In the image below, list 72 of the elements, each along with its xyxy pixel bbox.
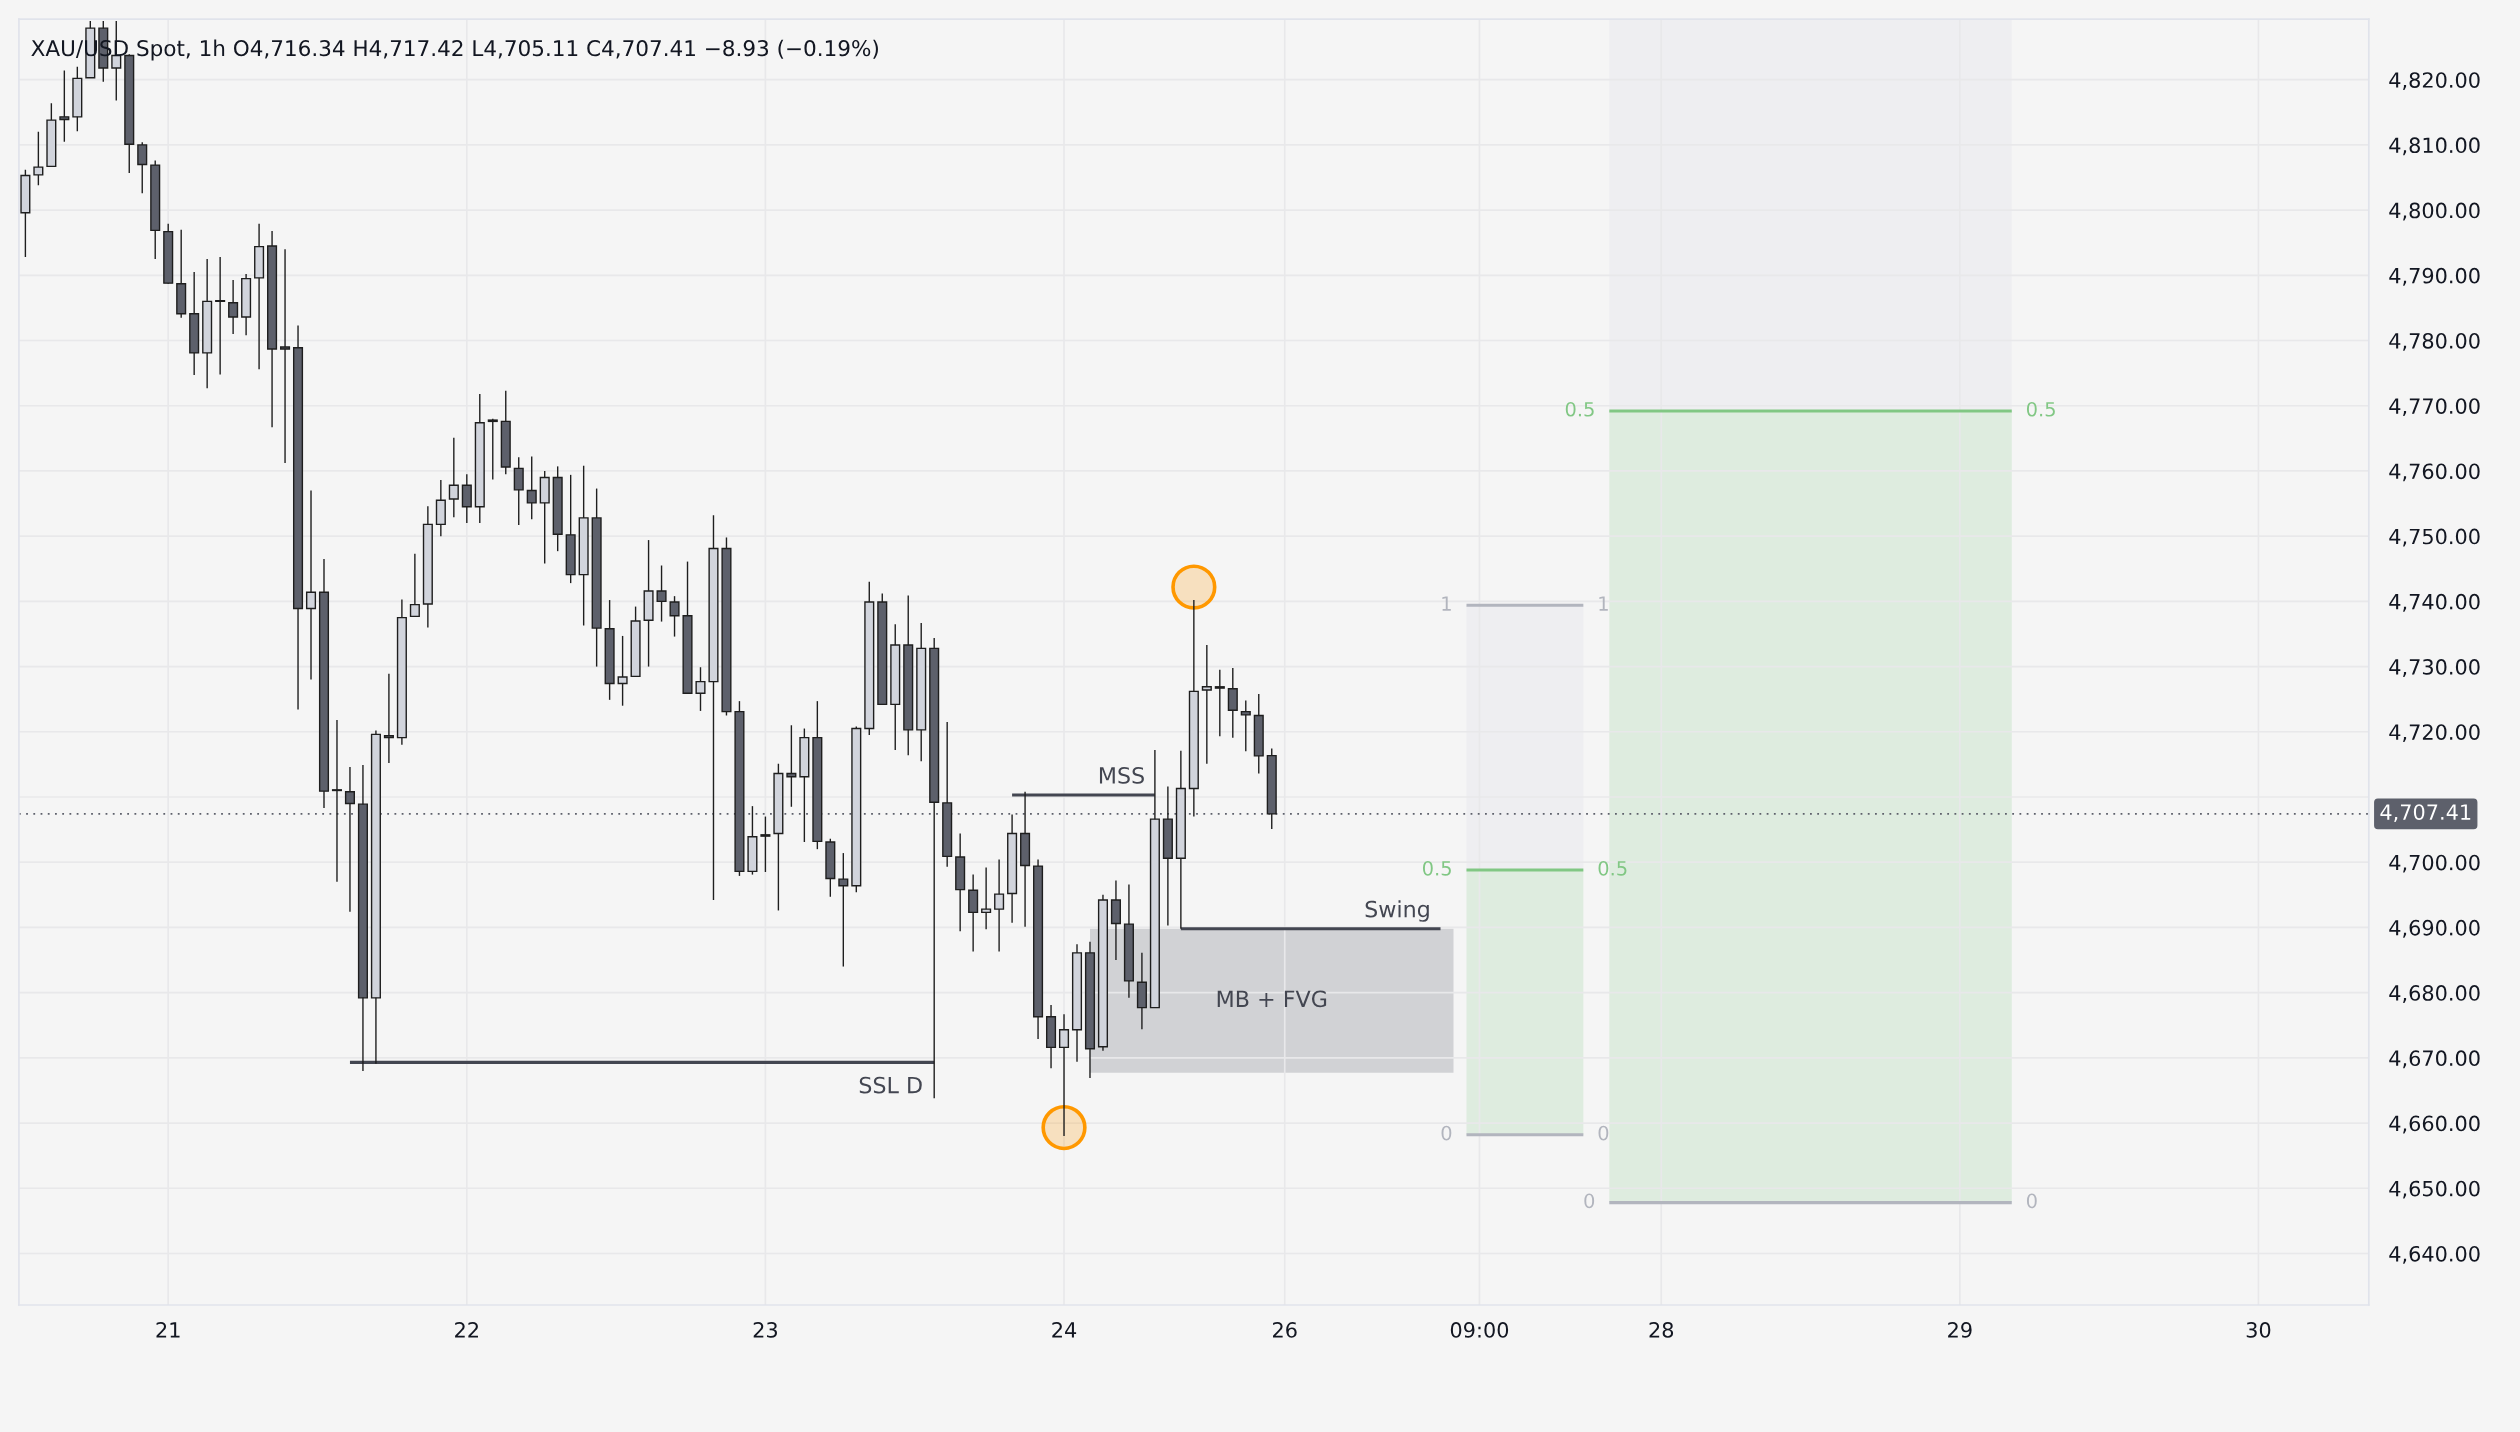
y-tick-label: 4,790.00 xyxy=(2389,267,2480,286)
y-tick-label: 4,820.00 xyxy=(2389,72,2480,91)
y-tick-label: 4,800.00 xyxy=(2389,202,2480,221)
y-tick-label: 4,680.00 xyxy=(2389,985,2480,1003)
series-label: 0.5 xyxy=(1598,860,1627,876)
series-label: 0.5 xyxy=(2026,401,2055,417)
candlestick xyxy=(331,719,343,883)
text: 0 xyxy=(1441,1125,1452,1141)
text: 1 xyxy=(1599,596,1608,611)
y-tick-label: 4,650.00 xyxy=(2389,1180,2480,1199)
series-label: SSL D xyxy=(859,1076,922,1094)
candlestick xyxy=(1110,879,1121,961)
x-tick-label: 26 xyxy=(1273,1322,1297,1338)
candlestick xyxy=(383,673,394,764)
candlestick xyxy=(305,489,317,681)
candlestick xyxy=(448,436,459,518)
candlestick xyxy=(461,473,472,524)
candlestick xyxy=(669,595,680,638)
x-tick-label: 22 xyxy=(455,1322,478,1338)
x-tick-label: 29 xyxy=(1948,1322,1972,1338)
y-tick-label: 4,740.00 xyxy=(2389,593,2480,612)
y-tick-label: 4,810.00 xyxy=(2389,137,2480,156)
candlestick xyxy=(981,866,992,931)
candlestick xyxy=(526,455,537,520)
candlestick xyxy=(137,141,148,194)
x-tick-label: 28 xyxy=(1649,1322,1674,1338)
candlestick xyxy=(1227,667,1238,739)
candlestick xyxy=(617,635,628,707)
y-tick-label: 4,670.00 xyxy=(2389,1050,2480,1069)
y-tick-label: 4,640.00 xyxy=(2389,1245,2480,1264)
candlestick xyxy=(1201,644,1212,765)
candlestick xyxy=(280,248,291,464)
annotation: MB + FVG xyxy=(1217,990,1327,1008)
y-tick-label: 4,780.00 xyxy=(2389,332,2480,351)
ref-line-label: 4,707.41 xyxy=(2380,804,2471,823)
candlestick xyxy=(1240,699,1251,753)
candlestick xyxy=(838,852,849,968)
text: 0.5 xyxy=(1565,401,1594,417)
candlestick xyxy=(994,858,1005,953)
series-label: Swing xyxy=(1365,900,1429,922)
series-label: 1 xyxy=(1442,596,1451,611)
x-tick-label: 30 xyxy=(2246,1322,2271,1338)
text: 0 xyxy=(1584,1193,1595,1209)
series-label: 0 xyxy=(1598,1125,1609,1141)
x-tick-label: 21 xyxy=(156,1322,180,1338)
series-label: 0 xyxy=(2026,1193,2037,1209)
y-tick-label: 4,700.00 xyxy=(2389,854,2480,873)
candlestick xyxy=(487,418,498,481)
candlestick xyxy=(968,873,979,953)
y-tick-label: 4,750.00 xyxy=(2389,528,2480,547)
x-tick-label: 24 xyxy=(1052,1322,1077,1338)
candlestick xyxy=(656,564,667,623)
candlestick xyxy=(409,553,420,618)
y-tick-label: 4,720.00 xyxy=(2389,724,2480,743)
candlestick xyxy=(1058,1013,1070,1137)
x-tick-label: 23 xyxy=(753,1322,777,1338)
candlestick xyxy=(228,279,239,335)
series-label: MSS xyxy=(1099,766,1144,784)
candlestick xyxy=(215,256,226,376)
candlestick xyxy=(695,666,706,712)
candlestick xyxy=(33,131,44,187)
y-tick-label: 4,760.00 xyxy=(2389,463,2480,482)
candlestick xyxy=(1214,669,1225,738)
y-tick-label: 4,660.00 xyxy=(2389,1115,2480,1134)
candlestick xyxy=(760,815,771,873)
candlestick xyxy=(513,456,524,526)
candlestick xyxy=(59,69,70,143)
y-tick-label: 4,770.00 xyxy=(2389,398,2480,417)
y-tick-label: 4,690.00 xyxy=(2389,919,2480,938)
x-tick-label: 09:00 xyxy=(1450,1322,1509,1338)
y-tick-label: 4,730.00 xyxy=(2389,659,2480,677)
text: 0.5 xyxy=(1422,860,1451,876)
